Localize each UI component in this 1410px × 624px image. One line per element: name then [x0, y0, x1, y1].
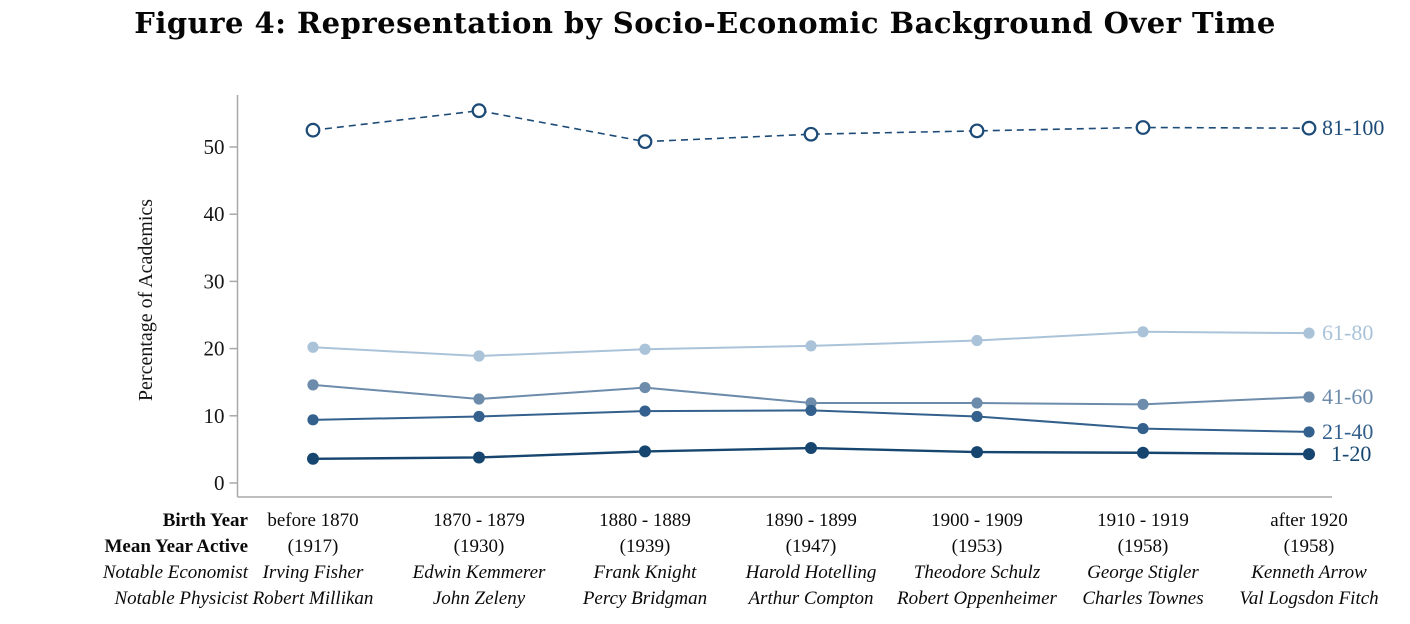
line-chart: 0 10 20 30 40 50 Percentage of Academics 81-100… [135, 95, 1384, 498]
marker-41-60-5 [1137, 398, 1149, 410]
cohort-5-notable-physicist: Charles Townes [1082, 588, 1204, 609]
y-tick-label: 10 [204, 404, 225, 428]
marker-21-40-1 [473, 410, 485, 423]
marker-21-40-4 [971, 410, 983, 423]
marker-61-80-1 [473, 350, 485, 362]
marker-1-20-1 [473, 451, 485, 464]
cohort-column-2: 1880 - 1889 (1939) Frank Knight Percy Bridg… [562, 508, 728, 612]
legend-label-21-40: 21-40 [1322, 419, 1373, 444]
y-axis-title: Percentage of Academics [135, 199, 157, 401]
marker-81-100-4 [969, 123, 985, 139]
marker-21-40-6 [1303, 426, 1315, 438]
y-tick-label: 20 [204, 337, 225, 361]
cohort-4-notable-physicist: Robert Oppenheimer [897, 588, 1057, 609]
figure-title: Figure 4: Representation by Socio-Econom… [134, 6, 1276, 40]
marker-21-40-2 [639, 405, 651, 417]
marker-61-80-3 [805, 340, 817, 352]
marker-41-60-0 [307, 379, 319, 391]
marker-81-100-1 [471, 103, 487, 119]
cohort-column-6: after 1920 (1958) Kenneth Arrow Val Logsdon… [1226, 508, 1392, 612]
marker-41-60-1 [473, 393, 485, 405]
x-axis-row-headers: Birth Year Mean Year Active Notable Econom… [0, 508, 248, 612]
cohort-3-birth-year: 1890 - 1899 [765, 510, 857, 531]
marker-21-40-3 [805, 404, 817, 417]
cohort-4-birth-year: 1900 - 1909 [931, 510, 1023, 531]
y-tick-label: 40 [204, 202, 225, 226]
cohort-0-birth-year: before 1870 [267, 510, 359, 531]
marker-21-40-5 [1137, 422, 1149, 435]
marker-1-20-5 [1137, 446, 1149, 459]
cohort-3-notable-economist: Harold Hotelling [745, 562, 877, 583]
legend-label-61-80: 61-80 [1322, 320, 1373, 345]
cohort-3-notable-physicist: Arthur Compton [748, 588, 874, 609]
marker-61-80-4 [971, 334, 983, 347]
cohort-2-notable-economist: Frank Knight [593, 562, 697, 583]
cohort-6-notable-economist: Kenneth Arrow [1251, 562, 1367, 583]
marker-21-40-0 [307, 414, 319, 426]
cohort-0-notable-physicist: Robert Millikan [252, 588, 374, 609]
cohort-5-notable-economist: George Stigler [1087, 562, 1199, 583]
marker-81-100-5 [1135, 120, 1151, 135]
cohort-0-mean-year-active: (1917) [287, 536, 339, 557]
cohort-1-birth-year: 1870 - 1879 [433, 510, 525, 531]
y-tick-label: 0 [214, 471, 225, 495]
y-tick-label: 30 [204, 269, 225, 293]
cohort-2-mean-year-active: (1939) [619, 536, 671, 557]
marker-81-100-6 [1301, 120, 1317, 136]
cohort-column-3: 1890 - 1899 (1947) Harold Hotelling Arthur … [728, 508, 894, 612]
cohort-5-mean-year-active: (1958) [1117, 536, 1169, 557]
cohort-1-mean-year-active: (1930) [453, 536, 505, 557]
cohort-6-notable-physicist: Val Logsdon Fitch [1239, 588, 1379, 609]
cohort-6-birth-year: after 1920 [1270, 510, 1348, 531]
marker-61-80-5 [1137, 326, 1149, 338]
marker-1-20-2 [639, 445, 651, 458]
cohort-column-0: before 1870 (1917) Irving Fisher Robert Mil… [230, 508, 396, 612]
cohort-column-1: 1870 - 1879 (1930) Edwin Kemmerer John Zele… [396, 508, 562, 612]
cohort-3-mean-year-active: (1947) [785, 536, 837, 557]
cohort-5-birth-year: 1910 - 1919 [1097, 510, 1189, 531]
row-header-notable-physicist: Notable Physicist [114, 588, 248, 609]
row-header-mean-year-active: Mean Year Active [104, 536, 248, 557]
marker-41-60-6 [1303, 391, 1315, 403]
marker-81-100-2 [637, 134, 653, 150]
marker-1-20-3 [805, 442, 817, 455]
cohort-column-5: 1910 - 1919 (1958) George Stigler Charles T… [1060, 508, 1226, 612]
cohort-4-mean-year-active: (1953) [951, 536, 1003, 557]
cohort-0-notable-economist: Irving Fisher [262, 562, 364, 583]
marker-1-20-6 [1303, 448, 1315, 461]
cohort-1-notable-physicist: John Zeleny [432, 588, 526, 609]
marker-61-80-6 [1303, 327, 1315, 339]
cohort-2-notable-physicist: Percy Bridgman [582, 588, 708, 609]
row-header-notable-economist: Notable Economist [102, 562, 248, 583]
marker-81-100-0 [305, 122, 321, 138]
marker-81-100-3 [803, 126, 819, 142]
cohort-4-notable-economist: Theodore Schulz [913, 562, 1041, 583]
row-header-birth-year: Birth Year [162, 510, 248, 531]
marker-1-20-4 [971, 446, 983, 459]
legend-label-81-100: 81-100 [1322, 115, 1384, 140]
marker-41-60-4 [971, 397, 983, 409]
x-axis-cohort-labels: before 1870 (1917) Irving Fisher Robert Mil… [230, 508, 1392, 612]
legend-label-41-60: 41-60 [1322, 384, 1373, 409]
marker-41-60-2 [639, 381, 651, 394]
cohort-1-notable-economist: Edwin Kemmerer [412, 562, 546, 583]
cohort-column-4: 1900 - 1909 (1953) Theodore Schulz Robert O… [894, 508, 1060, 612]
marker-61-80-0 [307, 341, 319, 353]
legend-label-1-20: 1-20 [1331, 441, 1371, 466]
y-tick-label: 50 [204, 135, 225, 159]
cohort-6-mean-year-active: (1958) [1283, 536, 1335, 557]
marker-1-20-0 [307, 452, 319, 465]
marker-61-80-2 [639, 343, 651, 355]
cohort-2-birth-year: 1880 - 1889 [599, 510, 691, 531]
